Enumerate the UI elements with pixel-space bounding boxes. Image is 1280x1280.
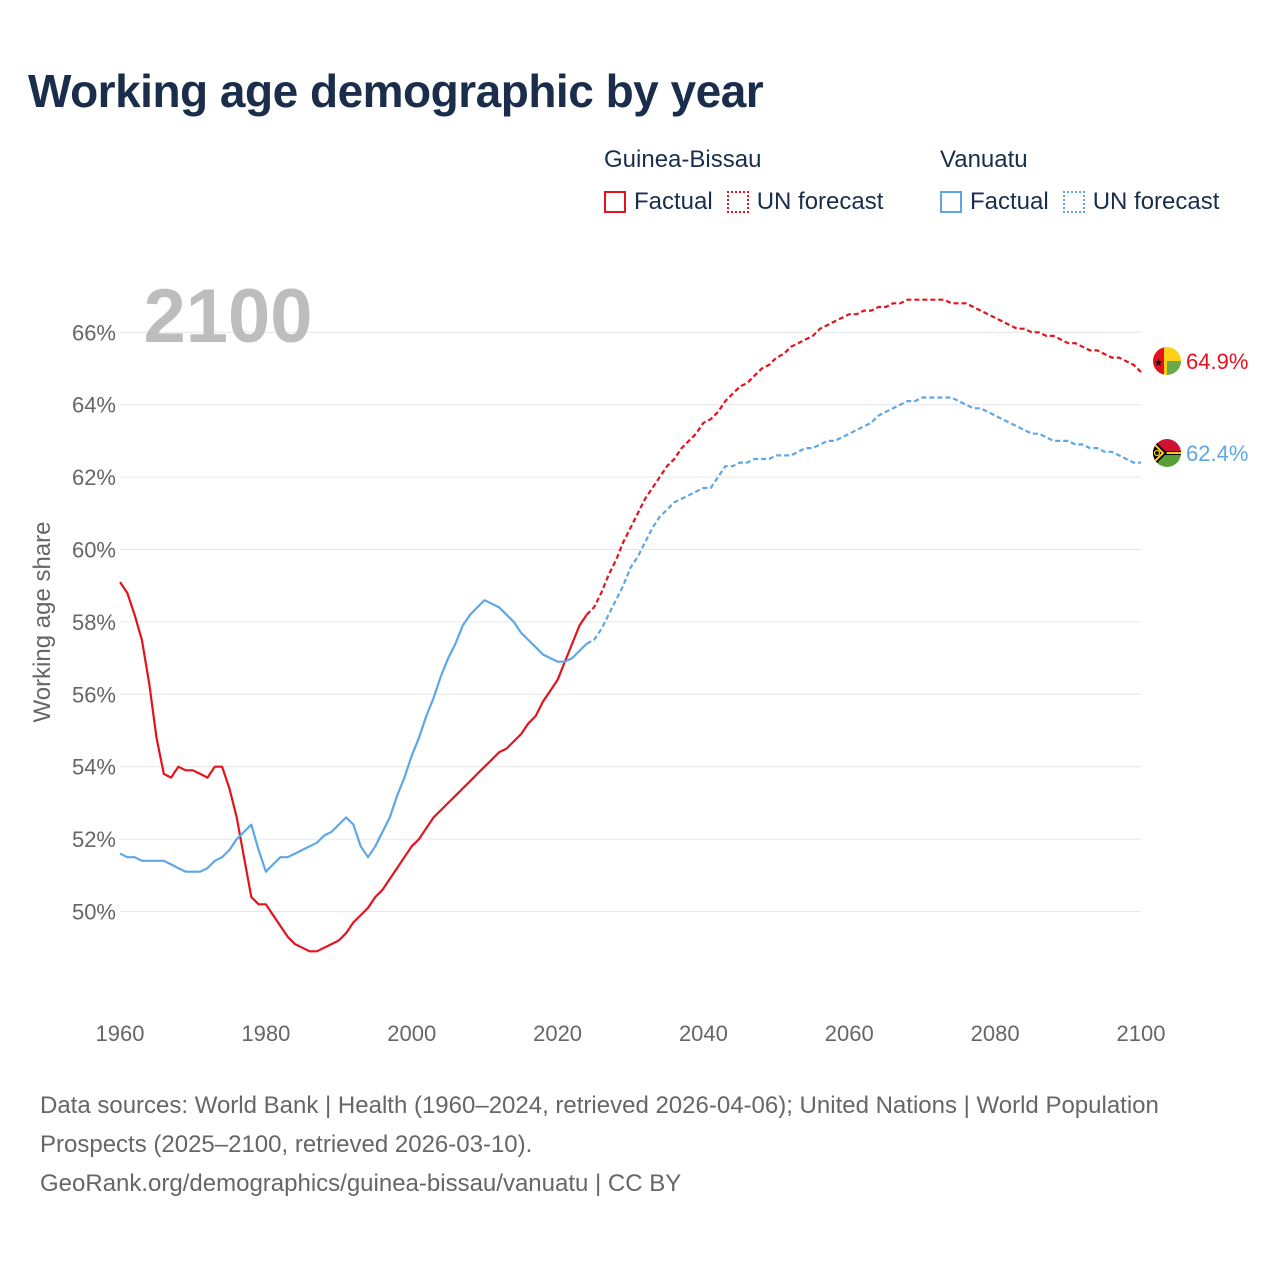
guinea-bissau-flag-icon: ★ <box>1153 347 1181 375</box>
data-sources: Data sources: World Bank | Health (1960–… <box>40 1086 1200 1203</box>
y-tick-label: 66% <box>72 320 116 345</box>
x-tick-label: 2080 <box>971 1021 1020 1046</box>
factual-swatch-icon <box>604 191 626 213</box>
x-tick-label: 2060 <box>825 1021 874 1046</box>
legend-item-vanuatu-forecast[interactable]: UN forecast <box>1062 188 1220 216</box>
x-tick-label: 1960 <box>96 1021 145 1046</box>
sources-text: Data sources: World Bank | Health (1960–… <box>40 1092 1159 1158</box>
y-tick-label: 54% <box>72 755 116 780</box>
legend-label: UN forecast <box>1092 188 1220 215</box>
y-tick-label: 64% <box>72 393 116 418</box>
vanuatu-forecast-line <box>586 396 1141 645</box>
vanuatu-flag-icon <box>1153 439 1181 467</box>
legend-item-guinea-bissau-factual[interactable]: Factual <box>604 188 713 216</box>
y-tick-label: 52% <box>72 827 116 852</box>
x-tick-label: 1980 <box>241 1021 290 1046</box>
year-label: 2100 <box>143 274 312 359</box>
factual-swatch-icon <box>940 191 962 213</box>
x-tick-label: 2040 <box>679 1021 728 1046</box>
svg-text:★: ★ <box>1154 358 1163 369</box>
sources-link[interactable]: GeoRank.org/demographics/guinea-bissau/v… <box>40 1170 682 1197</box>
guinea-bissau-forecast-line <box>585 298 1142 616</box>
legend-country-vanuatu: Vanuatu <box>940 146 1028 173</box>
line-chart: 2100 Working age share 50% 52% 54% 56% 58% 60… <box>29 274 1248 1046</box>
y-axis-label: Working age share <box>29 522 56 723</box>
y-tick-label: 56% <box>72 682 116 707</box>
chart-title: Working age demographic by year <box>28 65 764 117</box>
legend-label: Factual <box>634 188 713 215</box>
forecast-swatch-icon <box>726 191 749 213</box>
legend-country-guinea-bissau: Guinea-Bissau <box>604 146 762 173</box>
y-tick-label: 60% <box>72 538 116 563</box>
y-tick-label: 62% <box>72 465 116 490</box>
y-tick-label: 50% <box>72 900 116 925</box>
y-tick-label: 58% <box>72 610 116 635</box>
legend-group-vanuatu: Vanuatu Factual UN forecast <box>940 146 1233 216</box>
legend-group-guinea-bissau: Guinea-Bissau Factual UN forecast <box>604 146 897 216</box>
vanuatu-end-label: 62.4% <box>1186 441 1248 466</box>
legend-label: UN forecast <box>756 188 884 215</box>
legend-item-guinea-bissau-forecast[interactable]: UN forecast <box>726 188 884 216</box>
forecast-swatch-icon <box>1062 191 1085 213</box>
guinea-bissau-factual-line <box>119 581 588 953</box>
x-tick-label: 2000 <box>387 1021 436 1046</box>
legend-item-vanuatu-factual[interactable]: Factual <box>940 188 1049 216</box>
x-tick-label: 2100 <box>1117 1021 1166 1046</box>
x-tick-label: 2020 <box>533 1021 582 1046</box>
vanuatu-factual-line <box>119 599 588 873</box>
legend-label: Factual <box>970 188 1049 215</box>
guinea-bissau-end-label: 64.9% <box>1186 349 1248 374</box>
